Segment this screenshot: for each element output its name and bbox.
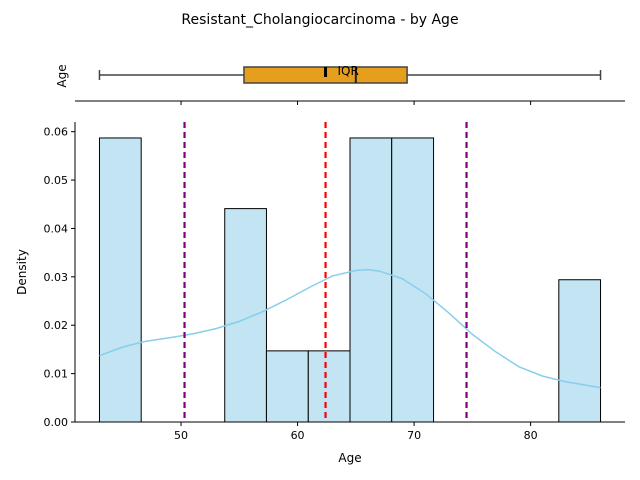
x-tick-label: 50 <box>174 429 188 442</box>
x-tick-label: 60 <box>291 429 305 442</box>
chart-title: Resistant_Cholangiocarcinoma - by Age <box>181 12 458 28</box>
histogram-bar <box>224 208 267 423</box>
histogram-bar <box>98 137 142 423</box>
histogram-bars <box>98 137 602 423</box>
x-tick-label: 70 <box>407 429 421 442</box>
histogram-bar <box>349 137 393 423</box>
x-axis-label: Age <box>338 451 361 465</box>
boxplot-y-axis-label: Age <box>55 64 69 87</box>
boxplot-tick-marks <box>180 101 532 105</box>
histogram-bar <box>391 137 435 423</box>
y-axis-ticks: 0.00 0.01 0.02 0.03 0.04 0.05 0.06 <box>44 126 75 429</box>
histogram-bar <box>558 279 602 423</box>
y-axis-label: Density <box>15 249 29 295</box>
histogram-panel: 50 60 70 80 0.00 0.01 0.02 0.03 0.04 0.05 0.06 Ag… <box>15 122 625 465</box>
y-tick-label: 0.00 <box>44 416 69 429</box>
y-tick-label: 0.02 <box>44 319 69 332</box>
y-tick-label: 0.06 <box>44 126 69 139</box>
reference-lines <box>183 122 468 422</box>
y-tick-label: 0.03 <box>44 271 69 284</box>
boxplot-panel: Age IQR <box>55 64 625 105</box>
x-axis-ticks: 50 60 70 80 <box>174 422 538 442</box>
boxplot-iqr-annotation: IQR <box>338 64 359 78</box>
histogram-bar <box>265 350 309 423</box>
histogram-bar <box>307 350 351 423</box>
x-tick-label: 80 <box>524 429 538 442</box>
y-tick-label: 0.05 <box>44 174 69 187</box>
y-tick-label: 0.01 <box>44 368 69 381</box>
y-tick-label: 0.04 <box>44 222 69 235</box>
